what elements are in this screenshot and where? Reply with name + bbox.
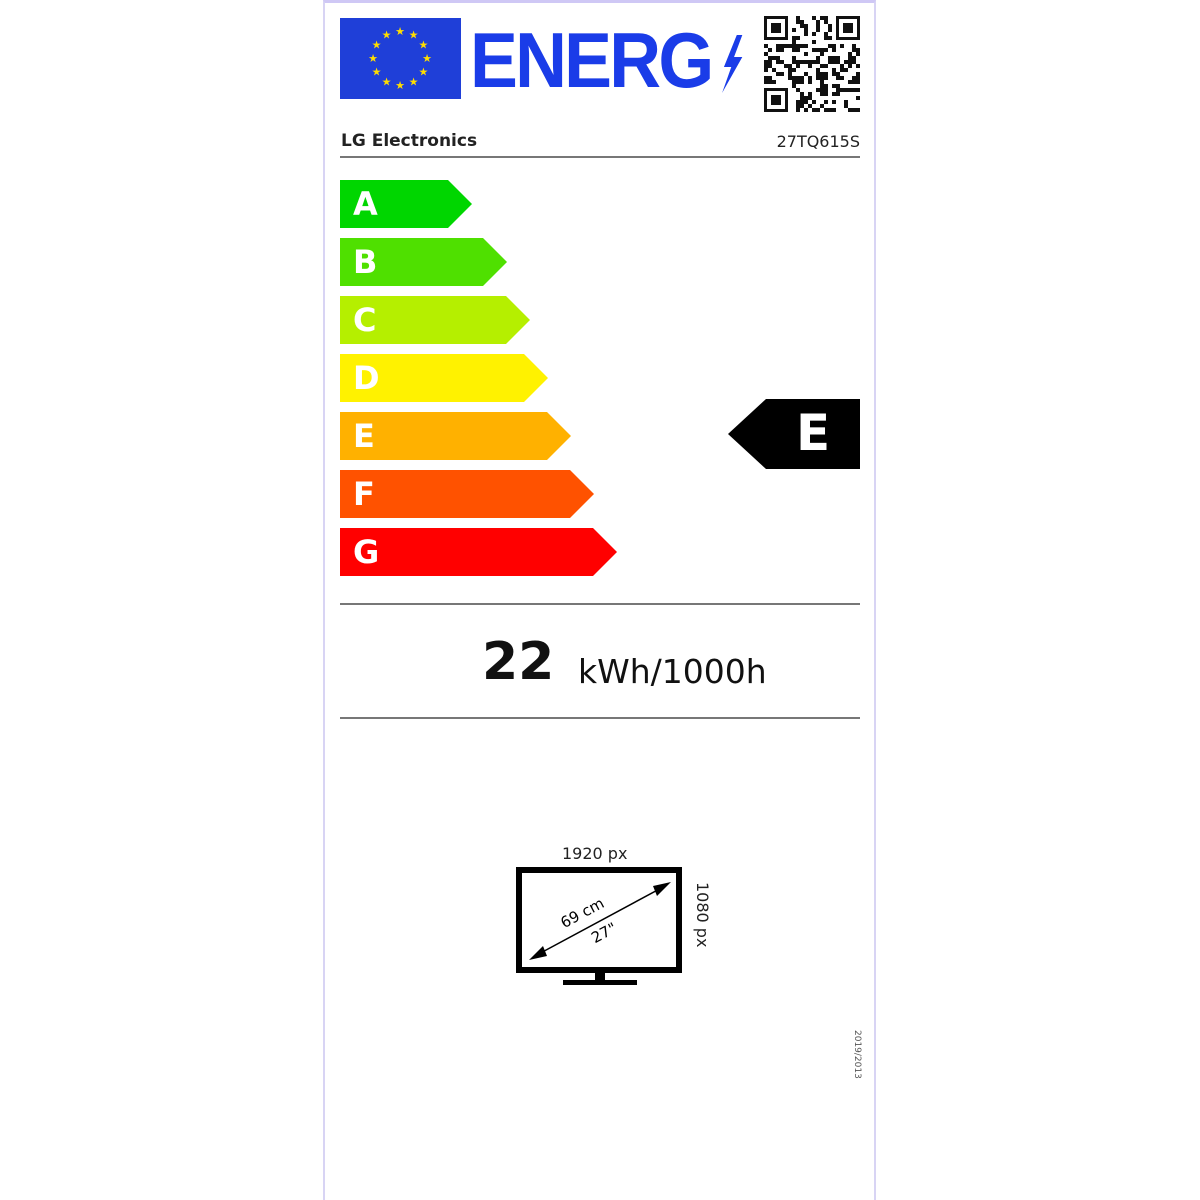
energy-class-letter: E [353, 417, 375, 455]
consumption-unit: kWh/1000h [578, 652, 767, 691]
svg-text:★: ★ [368, 52, 378, 65]
energy-class-bar-a: A [340, 180, 472, 228]
divider [340, 717, 860, 719]
energy-class-bar-b: B [340, 238, 507, 286]
model-identifier: 27TQ615S [776, 132, 860, 151]
regulation-number: 2019/2013 [852, 1030, 862, 1079]
svg-text:★: ★ [372, 66, 382, 79]
svg-text:★: ★ [382, 75, 392, 88]
divider [340, 156, 860, 158]
rating-indicator: E [728, 399, 860, 469]
energy-class-bar-c: C [340, 296, 530, 344]
energy-logo: ENERG [470, 20, 745, 100]
screen-width-px: 1920 px [562, 844, 628, 863]
energy-class-letter: F [353, 475, 375, 513]
divider [340, 603, 860, 605]
energy-class-letter: A [353, 185, 378, 223]
svg-text:★: ★ [418, 66, 428, 79]
energy-class-letter: B [353, 243, 378, 281]
svg-text:★: ★ [382, 29, 392, 42]
energy-class-bar-g: G [340, 528, 617, 576]
lightning-icon [722, 35, 743, 93]
svg-text:★: ★ [372, 39, 382, 52]
svg-text:★: ★ [409, 75, 419, 88]
energy-class-bar-e: E [340, 412, 571, 460]
svg-text:★: ★ [395, 79, 405, 92]
eu-flag-icon: ★ ★ ★ ★ ★ ★ ★ ★ ★ ★ ★ ★ [340, 18, 461, 99]
monitor-icon: 69 cm 27" [515, 866, 685, 995]
supplier-name: LG Electronics [341, 131, 478, 151]
energy-logo-text: ENERG [470, 16, 714, 104]
svg-text:★: ★ [409, 29, 419, 42]
svg-text:★: ★ [418, 39, 428, 52]
consumption-value: 22 [482, 632, 555, 692]
energy-class-letter: G [353, 533, 380, 571]
energy-class-letter: C [353, 301, 377, 339]
svg-text:★: ★ [395, 25, 405, 38]
energy-class-bar-d: D [340, 354, 548, 402]
energy-class-bar-f: F [340, 470, 594, 518]
rating-letter: E [796, 404, 831, 462]
screen-height-px: 1080 px [693, 882, 712, 948]
qr-code-icon [764, 16, 860, 112]
energy-class-letter: D [353, 359, 380, 397]
svg-text:★: ★ [422, 52, 432, 65]
